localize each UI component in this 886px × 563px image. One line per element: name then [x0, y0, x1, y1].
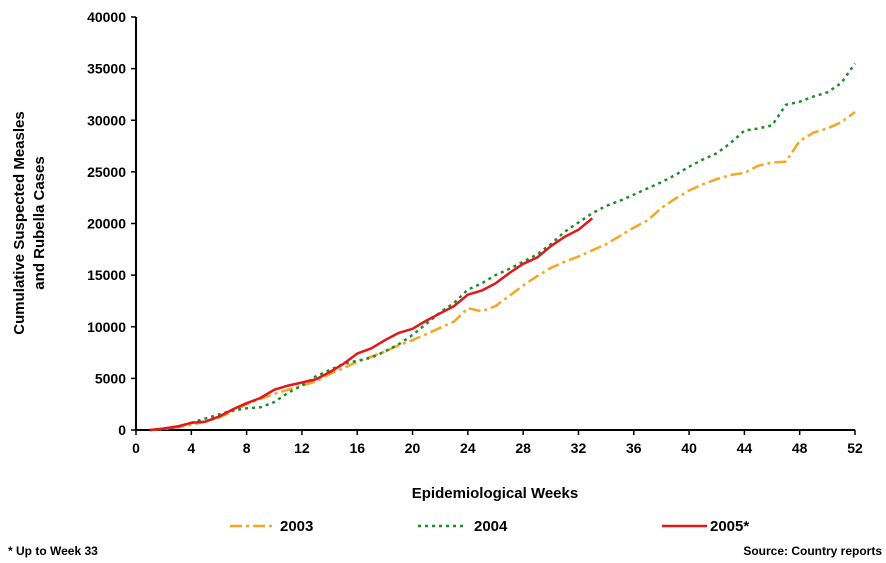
legend-label-2004: 2004	[474, 518, 508, 535]
legend: 2003 2004 2005*	[230, 518, 749, 535]
x-tick-label: 12	[294, 440, 310, 456]
x-tick-label: 44	[737, 440, 753, 456]
y-tick-label: 15000	[87, 267, 126, 283]
x-tick-label: 48	[792, 440, 808, 456]
x-tick-label: 20	[405, 440, 421, 456]
axes	[131, 16, 856, 435]
x-tick-labels: 0 4 8 12 16 20 24 28 32 36 40 44 48 52	[132, 440, 863, 456]
x-tick-label: 24	[460, 440, 476, 456]
y-tick-label: 5000	[95, 370, 126, 386]
x-tick-label: 0	[132, 440, 140, 456]
x-tick-label: 4	[187, 440, 195, 456]
y-tick-label: 35000	[87, 61, 126, 77]
y-tick-label: 0	[118, 422, 126, 438]
x-tick-label: 52	[847, 440, 863, 456]
y-axis-title-line-1: Cumulative Suspected Measles	[11, 111, 28, 334]
y-axis-title-line-2: and Rubella Cases	[31, 156, 48, 289]
legend-label-2005: 2005*	[710, 518, 749, 535]
series-line-2003	[149, 110, 856, 432]
y-tick-labels: 0 5000 10000 15000 20000 25000 30000 35000 40000	[87, 9, 126, 438]
footnote: * Up to Week 33	[8, 544, 98, 558]
legend-label-2003: 2003	[280, 518, 313, 535]
y-tick-label: 30000	[87, 112, 126, 128]
x-tick-label: 32	[571, 440, 587, 456]
series-lines	[149, 62, 857, 432]
x-tick-label: 8	[243, 440, 251, 456]
y-tick-label: 25000	[87, 164, 126, 180]
x-tick-label: 16	[349, 440, 365, 456]
x-tick-label: 40	[681, 440, 697, 456]
y-tick-label: 10000	[87, 319, 126, 335]
series-line-2005	[149, 217, 594, 432]
x-axis-title: Epidemiological Weeks	[412, 485, 578, 502]
y-tick-label: 20000	[87, 216, 126, 232]
series-line-2004	[149, 62, 857, 432]
y-axis-title: Cumulative Suspected Measles and Rubella…	[11, 111, 48, 334]
source-note: Source: Country reports	[743, 544, 882, 558]
x-tick-label: 28	[515, 440, 531, 456]
y-tick-label: 40000	[87, 9, 126, 25]
x-tick-label: 36	[626, 440, 642, 456]
